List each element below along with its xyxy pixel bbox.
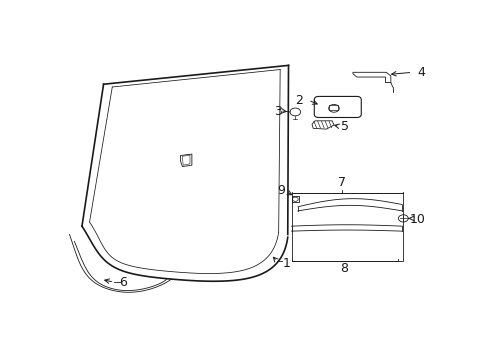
Bar	[329, 105, 337, 110]
Text: 10: 10	[409, 213, 425, 226]
Text: 7: 7	[337, 176, 345, 189]
Text: 4: 4	[416, 66, 425, 79]
Text: 8: 8	[340, 262, 348, 275]
Text: 3: 3	[273, 105, 281, 118]
Text: 6: 6	[119, 276, 127, 289]
Text: 1: 1	[282, 257, 290, 270]
Text: 2: 2	[294, 94, 302, 107]
Bar	[291, 197, 299, 202]
Text: 9: 9	[277, 184, 285, 197]
Text: 5: 5	[340, 120, 348, 134]
Bar	[291, 193, 403, 261]
